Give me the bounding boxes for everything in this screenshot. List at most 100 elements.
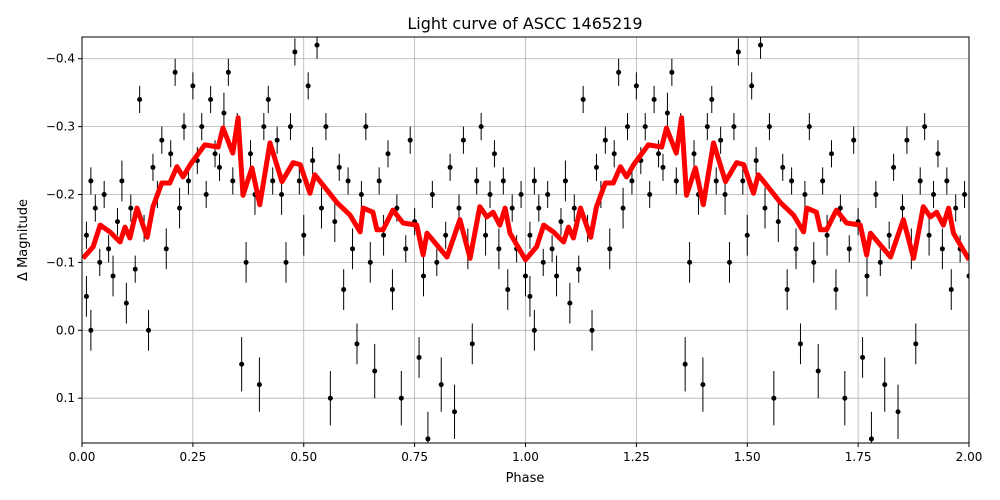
x-tick-label: 2.00 xyxy=(956,450,983,464)
grid xyxy=(81,37,970,443)
data-point xyxy=(549,246,555,252)
data-point xyxy=(146,327,152,333)
data-point xyxy=(687,259,693,265)
data-point xyxy=(123,300,129,306)
data-point xyxy=(935,151,941,157)
data-point xyxy=(868,436,874,442)
data-point xyxy=(385,151,391,157)
data-point xyxy=(376,178,382,184)
data-point xyxy=(350,246,356,252)
data-point xyxy=(372,368,378,374)
data-point xyxy=(593,164,599,170)
data-point xyxy=(545,192,551,198)
binned-curve xyxy=(82,115,969,263)
data-point xyxy=(709,96,715,102)
data-point xyxy=(292,49,298,55)
data-point xyxy=(616,69,622,75)
data-point xyxy=(509,205,515,211)
data-point xyxy=(460,137,466,143)
data-point xyxy=(527,232,533,238)
data-point xyxy=(931,192,937,198)
data-point xyxy=(318,205,324,211)
data-point xyxy=(159,137,165,143)
data-point xyxy=(562,178,568,184)
data-point xyxy=(576,266,582,272)
data-point xyxy=(673,178,679,184)
data-point xyxy=(354,341,360,347)
data-point xyxy=(704,124,710,130)
data-point xyxy=(301,232,307,238)
data-point xyxy=(718,137,724,143)
data-point xyxy=(664,110,670,116)
data-point xyxy=(163,246,169,252)
data-point xyxy=(92,205,98,211)
data-point xyxy=(886,232,892,238)
data-point xyxy=(474,178,480,184)
data-point xyxy=(784,287,790,293)
data-point xyxy=(877,259,883,265)
data-point xyxy=(731,124,737,130)
data-point xyxy=(341,287,347,293)
data-point xyxy=(806,124,812,130)
data-point xyxy=(922,124,928,130)
data-point xyxy=(248,151,254,157)
data-point xyxy=(221,110,227,116)
data-point xyxy=(287,124,293,130)
data-point xyxy=(926,232,932,238)
y-tick-label: −0.4 xyxy=(46,52,75,66)
data-point xyxy=(389,287,395,293)
data-point xyxy=(420,273,426,279)
data-point xyxy=(744,232,750,238)
data-point xyxy=(97,259,103,265)
data-point xyxy=(256,382,262,388)
data-point xyxy=(691,151,697,157)
data-point xyxy=(447,164,453,170)
data-point xyxy=(487,192,493,198)
data-point xyxy=(119,178,125,184)
data-point xyxy=(536,205,542,211)
data-point xyxy=(837,205,843,211)
data-point xyxy=(829,151,835,157)
data-point xyxy=(505,287,511,293)
data-point xyxy=(904,137,910,143)
data-point xyxy=(820,178,826,184)
data-point xyxy=(762,205,768,211)
data-point xyxy=(629,178,635,184)
data-point xyxy=(106,246,112,252)
chart-title: Light curve of ASCC 1465219 xyxy=(407,14,642,33)
data-point xyxy=(323,124,329,130)
data-point xyxy=(749,83,755,89)
data-point xyxy=(190,83,196,89)
data-point xyxy=(713,178,719,184)
data-point xyxy=(531,178,537,184)
data-point xyxy=(602,137,608,143)
data-point xyxy=(336,164,342,170)
x-tick-label: 0.50 xyxy=(290,450,317,464)
data-point xyxy=(181,124,187,130)
data-point xyxy=(332,219,338,225)
data-point xyxy=(554,273,560,279)
data-point xyxy=(758,42,764,48)
data-point xyxy=(185,178,191,184)
data-point xyxy=(398,395,404,401)
data-point xyxy=(727,259,733,265)
data-point xyxy=(891,164,897,170)
data-point xyxy=(939,246,945,252)
data-point xyxy=(811,259,817,265)
data-point xyxy=(274,137,280,143)
data-point xyxy=(456,205,462,211)
data-point xyxy=(381,232,387,238)
data-point xyxy=(944,178,950,184)
x-tick-label: 0.00 xyxy=(69,450,96,464)
data-point xyxy=(540,259,546,265)
data-point xyxy=(873,192,879,198)
data-point xyxy=(735,49,741,55)
data-point xyxy=(208,96,214,102)
data-point xyxy=(128,205,134,211)
data-point xyxy=(283,259,289,265)
data-point xyxy=(132,266,138,272)
data-point xyxy=(633,83,639,89)
data-point xyxy=(150,164,156,170)
data-point xyxy=(403,246,409,252)
